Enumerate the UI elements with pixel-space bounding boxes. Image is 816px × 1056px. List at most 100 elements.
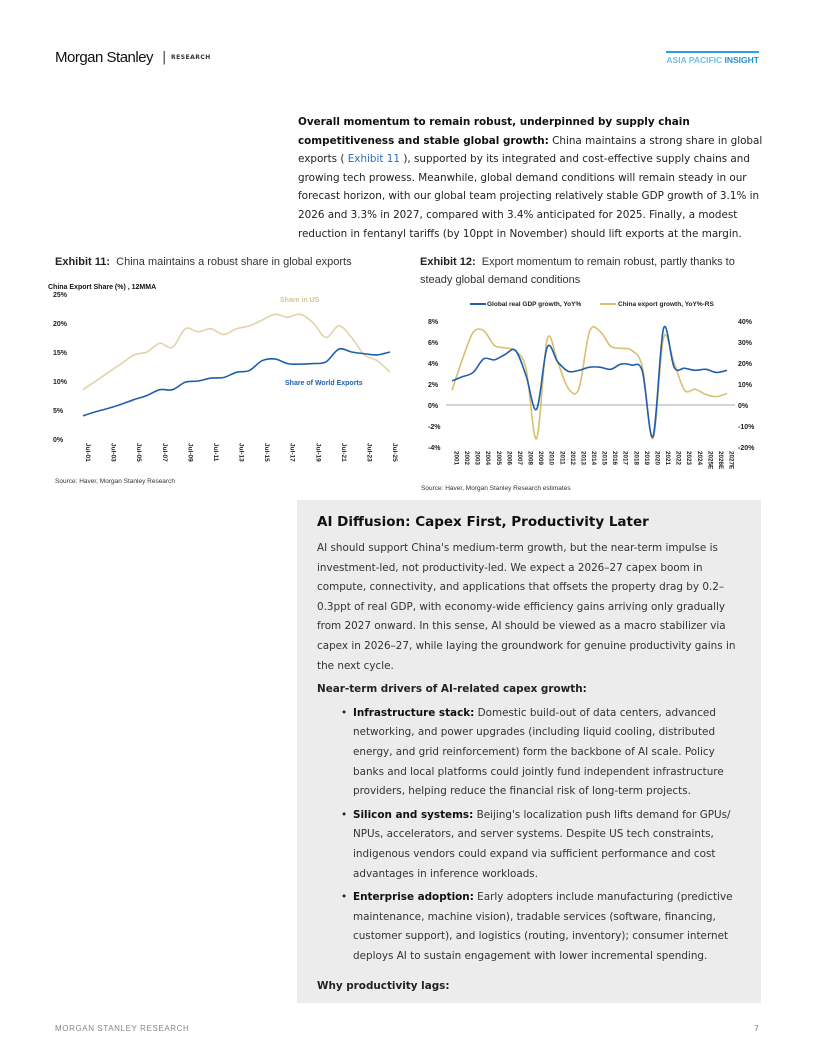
x-tick-label: Jul-07 [161,443,168,462]
x-tick-label: 2018 [632,451,639,466]
x-tick-label: Jul-01 [84,443,91,462]
exhibit-title-text: Export momentum to remain robust, partly… [420,256,735,286]
box-title: AI Diffusion: Capex First, Productivity … [317,514,649,530]
x-tick-label: 2001 [453,451,460,466]
x-tick-label: 2003 [474,451,481,466]
bullet-bold: Silicon and systems: [353,808,474,821]
series-label-share-in-us: Share in US [280,297,320,304]
x-tick-label: 2019 [643,451,650,466]
x-tick-label: 2012 [569,451,576,466]
x-tick-label: Jul-15 [263,443,270,462]
intro-text-2: ), supported by its integrated and cost-… [298,153,760,240]
y2-tick-label: 30% [738,340,753,347]
y2-tick-label: 40% [738,319,753,326]
y-tick-label: 6% [428,340,439,347]
footer-label: MORGAN STANLEY RESEARCH [55,1024,190,1033]
x-tick-label: 2005 [495,451,502,466]
y2-tick-label: 10% [738,382,753,389]
exhibit-11-title: Exhibit 11: China maintains a robust sha… [55,253,395,271]
exhibit-label: Exhibit 11: [55,256,111,268]
y2-tick-label: 0% [738,403,749,410]
list-item: Infrastructure stack: Domestic build-out… [341,704,743,802]
y-tick-label: 4% [428,361,439,368]
x-tick-label: 2016 [611,451,618,466]
x-tick-label: 2004 [484,451,491,466]
y-tick-label: 25% [53,292,68,299]
y-tick-label: -2% [428,424,441,431]
exhibit-11-chart: China Export Share (%) , 12MMA 0% 5% 10% 15%… [48,284,398,462]
legend-label: China export growth, YoY%-RS [618,301,714,308]
series-label: ASIA PACIFIC INSIGHT [666,51,759,65]
y-tick-label: -4% [428,445,441,452]
x-tick-label: 2024 [696,451,703,466]
y-tick-label: 8% [428,319,439,326]
x-tick-label: 2025E [706,451,713,469]
x-tick-label: 2002 [463,451,470,466]
x-tick-label: 2027E [728,451,735,469]
chart-title: China Export Share (%) , 12MMA [48,284,156,291]
x-tick-label: 2011 [558,451,565,465]
box-paragraph: AI should support China's medium-term gr… [317,542,736,672]
series-line-china-exports [451,325,728,440]
intro-paragraph: Overall momentum to remain robust, under… [298,113,768,243]
x-tick-label: 2026E [717,451,724,469]
list-item: Silicon and systems: Beijing's localizat… [341,806,743,884]
x-tick-label: 2015 [601,451,608,466]
exhibit-12-title: Exhibit 12: Export momentum to remain ro… [420,253,765,289]
x-tick-label: Jul-03 [110,443,117,462]
x-tick-label: 2008 [527,451,534,466]
x-tick-label: Jul-09 [186,443,193,462]
exhibit-12-source: Source: Haver, Morgan Stanley Research e… [421,485,571,492]
x-tick-label: 2017 [622,451,629,466]
series-line-global-gdp [451,325,728,438]
exhibit-11-link[interactable]: Exhibit 11 [347,153,401,166]
why-heading: Why productivity lags: [317,980,450,992]
x-tick-label: Jul-05 [135,443,142,462]
y-tick-label: 10% [53,379,68,386]
x-tick-label: Jul-19 [314,443,321,462]
x-tick-label: 2023 [685,451,692,466]
x-tick-label: Jul-21 [340,443,347,462]
ai-diffusion-box: AI Diffusion: Capex First, Productivity … [297,500,761,1003]
x-tick-label: 2021 [664,451,671,466]
x-tick-label: Jul-25 [391,443,398,462]
x-tick-label: 2020 [653,451,660,466]
bullet-bold: Enterprise adoption: [353,891,474,904]
x-tick-label: 2022 [675,451,682,466]
y2-tick-label: -10% [738,424,755,431]
exhibit-12-chart: -4% -2% 0% 2% 4% 6% 8% -20% -10% 0% 10% 20% 30% 40% 20… [428,301,755,469]
x-tick-label: 2007 [516,451,523,466]
series-bold: INSIGHT [724,55,759,65]
exhibit-label: Exhibit 12: [420,256,476,268]
list-item: Enterprise adoption: Early adopters incl… [341,888,743,966]
series-light: ASIA PACIFIC [666,55,725,65]
x-tick-label: Jul-13 [238,443,245,462]
header-separator: | [162,50,167,65]
bullet-text: Early adopters include manufacturing (pr… [353,891,733,962]
exhibit-11-source: Source: Haver, Morgan Stanley Research [55,478,175,485]
series-line [82,313,391,391]
intro-text: China maintains a strong share in global… [298,134,763,166]
series-label-share-of-world: Share of World Exports [285,380,363,387]
morgan-stanley-logo: Morgan Stanley [55,49,154,66]
drivers-list: Infrastructure stack: Domestic build-out… [341,704,743,967]
bullet-bold: Infrastructure stack: [353,706,475,719]
intro-bold: Overall momentum to remain robust, under… [298,116,690,147]
x-tick-label: Jul-17 [289,443,296,462]
x-tick-label: 2010 [548,451,555,466]
x-tick-label: 2014 [590,451,597,466]
y-tick-label: 2% [428,382,439,389]
y-tick-label: 20% [53,321,68,328]
bullet-text: Domestic build-out of data centers, adva… [353,706,724,798]
box-subheading: Near-term drivers of AI-related capex gr… [317,683,587,696]
research-label: RESEARCH [171,54,211,61]
y-tick-label: 15% [53,350,68,357]
x-tick-label: 2009 [537,451,544,466]
series-line [82,347,391,417]
y2-tick-label: 20% [738,361,753,368]
exhibit-title-text: China maintains a robust share in global… [116,256,352,268]
y-tick-label: 5% [53,408,64,415]
bullet-text: Beijing's localization push lifts demand… [353,808,731,880]
x-tick-label: Jul-11 [212,443,219,462]
page-number: 7 [753,1024,759,1033]
